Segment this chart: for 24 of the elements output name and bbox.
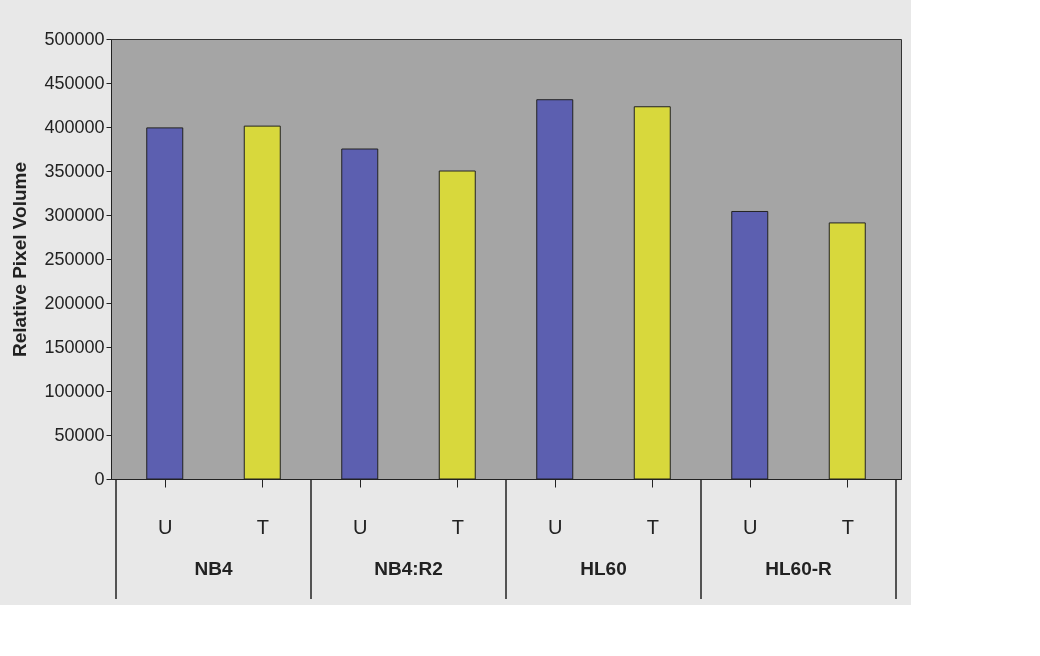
y-tick-label: 200000 xyxy=(44,292,105,313)
text: HL60 xyxy=(580,558,627,579)
x-tick-label: U xyxy=(548,515,563,538)
y-tick-label: 100000 xyxy=(44,380,105,401)
text: NB4 xyxy=(194,558,233,579)
text: NB4:R2 xyxy=(374,558,443,579)
y-tick-label: 350000 xyxy=(44,160,105,181)
y-tick-label: 50000 xyxy=(54,424,105,445)
x-tick-label: U xyxy=(353,515,368,538)
y-tick-label: 300000 xyxy=(44,204,105,225)
y-tick-label: 0 xyxy=(94,468,105,489)
x-tick-label: U xyxy=(743,515,758,538)
y-tick-label: 400000 xyxy=(44,116,105,137)
x-tick-label: T xyxy=(451,515,464,538)
text: HL60-R xyxy=(765,558,833,579)
y-axis-title: Relative Pixel Volume xyxy=(9,161,31,358)
x-tick-label: T xyxy=(256,515,269,538)
y-tick-label: 150000 xyxy=(44,336,105,357)
y-tick-label: 250000 xyxy=(44,248,105,269)
x-tick-label: T xyxy=(841,515,854,538)
x-tick-label: U xyxy=(158,515,173,538)
y-tick-label: 450000 xyxy=(44,72,105,93)
x-tick-label: T xyxy=(646,515,659,538)
y-tick-label: 500000 xyxy=(44,28,105,49)
